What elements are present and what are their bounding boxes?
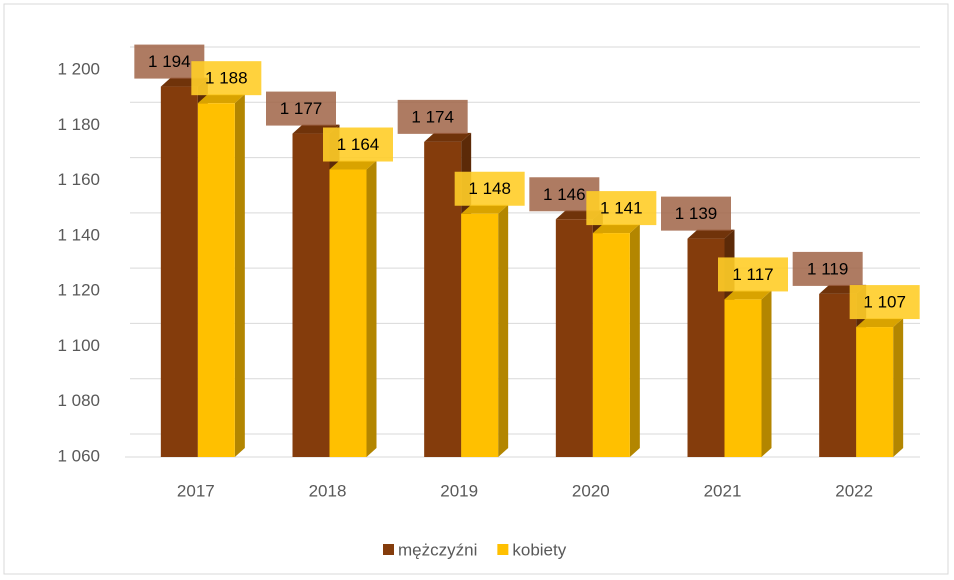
y-tick-label: 1 100 bbox=[57, 336, 100, 355]
bar-top bbox=[461, 204, 509, 214]
y-tick-label: 1 080 bbox=[57, 391, 100, 410]
data-label: 1 188 bbox=[205, 69, 248, 88]
data-label: 1 141 bbox=[600, 199, 643, 218]
bar bbox=[555, 219, 593, 457]
bar bbox=[197, 103, 235, 458]
data-label: 1 164 bbox=[337, 135, 380, 154]
y-tick-label: 1 120 bbox=[57, 281, 100, 300]
data-label-box bbox=[323, 127, 393, 162]
x-tick-label: 2019 bbox=[440, 481, 478, 500]
data-label-box bbox=[397, 99, 468, 134]
bar bbox=[819, 293, 857, 457]
bar-top bbox=[687, 229, 735, 239]
legend-label: kobiety bbox=[512, 540, 566, 559]
data-label: 1 194 bbox=[148, 52, 191, 71]
bar-top bbox=[424, 132, 472, 142]
data-label-box bbox=[191, 61, 262, 96]
bar bbox=[292, 133, 330, 458]
data-label: 1 119 bbox=[807, 259, 848, 278]
y-tick-label: 1 200 bbox=[57, 59, 100, 78]
bar bbox=[160, 86, 198, 457]
data-label-box bbox=[718, 257, 788, 292]
data-label: 1 107 bbox=[863, 293, 906, 312]
bar bbox=[329, 169, 367, 457]
data-label: 1 139 bbox=[675, 204, 718, 223]
data-label: 1 117 bbox=[732, 265, 773, 284]
data-label-box bbox=[661, 196, 731, 231]
x-tick-label: 2018 bbox=[309, 481, 347, 500]
x-tick-label: 2022 bbox=[835, 481, 873, 500]
legend-swatch bbox=[497, 544, 509, 555]
x-tick-label: 2020 bbox=[572, 481, 610, 500]
bar-top bbox=[856, 318, 904, 328]
data-label: 1 146 bbox=[543, 185, 586, 204]
bar-top bbox=[329, 160, 377, 170]
bar-side bbox=[234, 94, 245, 458]
x-tick-label: 2017 bbox=[177, 481, 215, 500]
data-label: 1 148 bbox=[468, 179, 511, 198]
data-label-box bbox=[266, 91, 336, 126]
data-label: 1 177 bbox=[280, 99, 323, 118]
bar-side bbox=[498, 204, 509, 457]
bar-top bbox=[197, 94, 245, 104]
bar bbox=[856, 327, 894, 457]
y-tick-label: 1 140 bbox=[57, 225, 100, 244]
legend-swatch bbox=[383, 544, 394, 555]
y-tick-label: 1 160 bbox=[57, 170, 100, 189]
data-label: 1 174 bbox=[411, 107, 454, 126]
bar-side bbox=[629, 224, 640, 457]
data-label-box bbox=[586, 191, 657, 226]
data-label-box bbox=[792, 251, 863, 286]
bar-side bbox=[366, 160, 377, 457]
y-tick-label: 1 180 bbox=[57, 115, 100, 134]
bar bbox=[724, 299, 762, 457]
bar-side bbox=[893, 318, 904, 457]
y-tick-label: 1 060 bbox=[57, 446, 100, 465]
x-tick-label: 2021 bbox=[704, 481, 742, 500]
bar-top bbox=[592, 224, 640, 234]
legend-label: mężczyźni bbox=[398, 540, 477, 559]
bar-top bbox=[724, 290, 772, 300]
data-label-box bbox=[454, 171, 525, 206]
data-label-box bbox=[849, 285, 920, 320]
bar-side bbox=[761, 290, 772, 457]
bar bbox=[461, 213, 499, 457]
bar bbox=[592, 233, 630, 457]
